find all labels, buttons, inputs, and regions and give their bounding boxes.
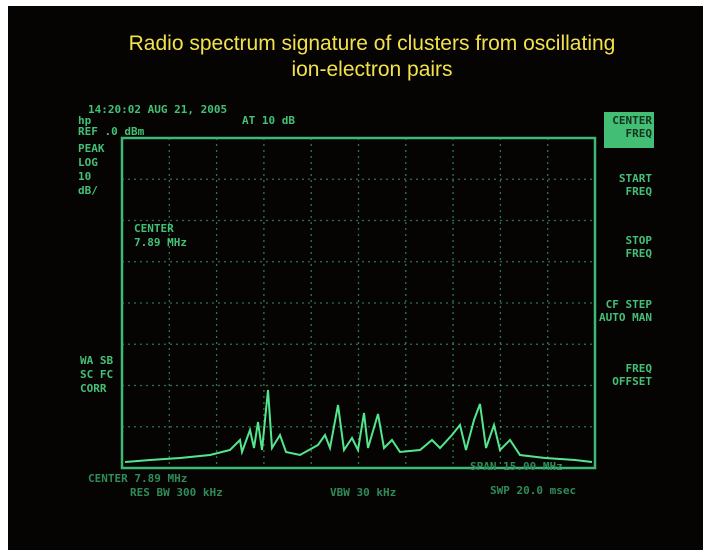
softkey-label: CENTER xyxy=(612,114,652,127)
bottom-label: SPAN 15.00 MHz xyxy=(470,460,563,473)
bottom-label: RES BW 300 kHz xyxy=(130,486,223,499)
softkey-label: AUTO MAN xyxy=(599,311,652,324)
softkey-label: FREQ xyxy=(626,247,653,260)
ref-level: REF .0 dBm xyxy=(78,125,145,138)
bottom-label: CENTER 7.89 MHz xyxy=(88,472,187,485)
softkey-label: FREQ xyxy=(626,185,653,198)
marker-label: 7.89 MHz xyxy=(134,236,187,249)
title-line: ion-electron pairs xyxy=(291,58,452,81)
spectrum-trace xyxy=(124,389,593,463)
attenuation: AT 10 dB xyxy=(242,114,295,127)
photo-background xyxy=(8,6,703,550)
softkey-label: OFFSET xyxy=(612,375,652,388)
left-label: PEAK xyxy=(78,142,105,155)
graticule xyxy=(120,136,597,470)
marker-label: CENTER xyxy=(134,222,174,235)
softkey-highlight xyxy=(604,112,654,148)
softkey-label: FREQ xyxy=(626,127,653,140)
left-label: 10 xyxy=(78,170,91,183)
title-line: Radio spectrum signature of clusters fro… xyxy=(129,32,616,55)
softkey-label: START xyxy=(619,172,652,185)
left-label: dB/ xyxy=(78,184,98,197)
softkey-label: CF STEP xyxy=(606,298,653,311)
corr-label: WA SB xyxy=(80,354,113,367)
bottom-label: SWP 20.0 msec xyxy=(490,484,576,497)
softkey-label: STOP xyxy=(626,234,653,247)
left-label: hp xyxy=(78,114,92,127)
grid xyxy=(122,138,595,468)
left-label: LOG xyxy=(78,156,98,169)
timestamp: 14:20:02 AUG 21, 2005 xyxy=(88,103,227,116)
corr-label: SC FC xyxy=(80,368,113,381)
softkey-label: FREQ xyxy=(626,362,653,375)
corr-label: CORR xyxy=(80,382,107,395)
bottom-label: VBW 30 kHz xyxy=(330,486,396,499)
